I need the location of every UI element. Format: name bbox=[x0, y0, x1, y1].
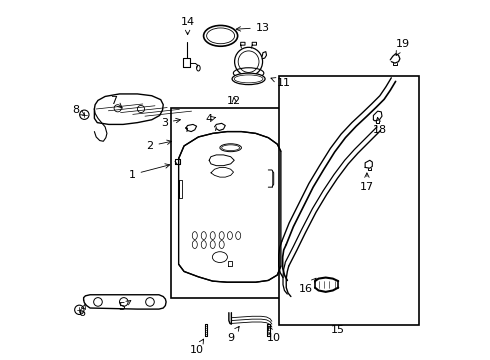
Text: 13: 13 bbox=[236, 23, 270, 33]
Text: 6: 6 bbox=[78, 305, 85, 318]
Text: 7: 7 bbox=[111, 96, 122, 108]
Text: 16: 16 bbox=[299, 278, 316, 294]
Text: 5: 5 bbox=[118, 301, 131, 312]
Text: 15: 15 bbox=[331, 325, 345, 335]
Text: 10: 10 bbox=[190, 339, 203, 355]
Text: 12: 12 bbox=[227, 96, 241, 106]
Ellipse shape bbox=[207, 28, 235, 44]
Bar bbox=[279, 76, 419, 325]
Text: 11: 11 bbox=[271, 78, 291, 88]
Text: 9: 9 bbox=[227, 327, 239, 343]
Text: 8: 8 bbox=[72, 105, 85, 115]
Bar bbox=[172, 108, 286, 298]
Text: 19: 19 bbox=[395, 39, 410, 55]
Text: 3: 3 bbox=[161, 118, 180, 128]
Text: 4: 4 bbox=[206, 114, 216, 124]
Text: 14: 14 bbox=[180, 17, 195, 35]
Ellipse shape bbox=[232, 73, 265, 85]
Ellipse shape bbox=[203, 26, 238, 46]
Text: 17: 17 bbox=[360, 173, 374, 192]
Text: 10: 10 bbox=[267, 326, 280, 343]
Text: 18: 18 bbox=[372, 117, 387, 135]
Ellipse shape bbox=[235, 47, 263, 76]
Text: 2: 2 bbox=[147, 140, 172, 151]
Text: 1: 1 bbox=[128, 164, 170, 180]
